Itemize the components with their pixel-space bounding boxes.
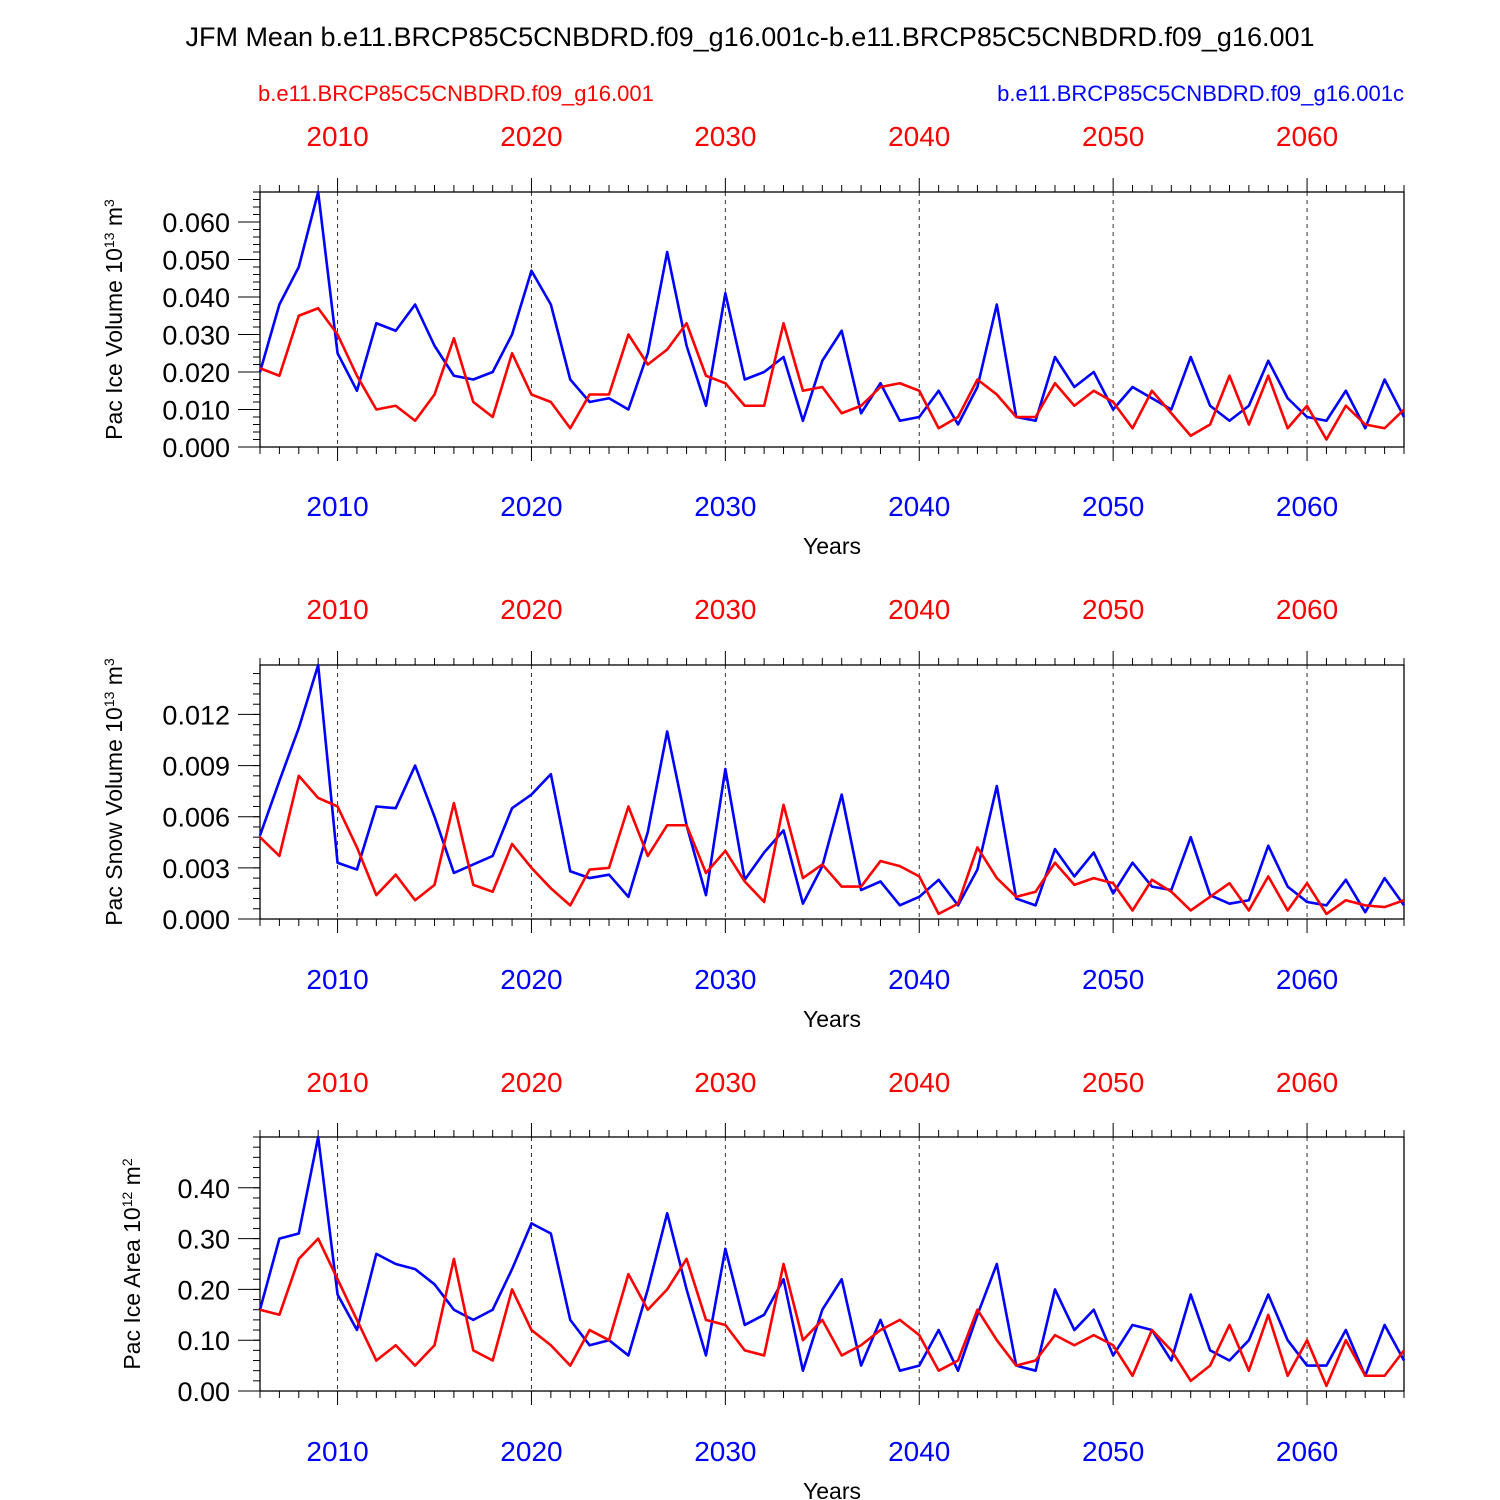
series-line-red — [259, 774, 1405, 916]
x-tick-label-bottom: 2020 — [500, 964, 562, 995]
x-tick-label-top: 2010 — [306, 594, 368, 625]
y-axis-label-part: m — [119, 1166, 145, 1192]
x-tick-label-bottom: 2030 — [694, 1436, 756, 1467]
y-axis-label-part: Pac Ice Volume 10 — [101, 248, 127, 440]
x-tick-label-bottom: 2030 — [694, 491, 756, 522]
y-axis-label: Pac Ice Area 1012 m2 — [119, 1158, 145, 1370]
x-tick-label-bottom: 2010 — [306, 1436, 368, 1467]
y-axis-label-superscript: 3 — [101, 658, 117, 666]
y-axis-label-superscript: 12 — [119, 1191, 135, 1207]
x-tick-label-top: 2060 — [1276, 121, 1338, 152]
y-tick-label: 0.003 — [162, 854, 230, 884]
x-tick-label-top: 2040 — [888, 121, 950, 152]
x-tick-label-bottom: 2050 — [1082, 1436, 1144, 1467]
x-tick-label-top: 2020 — [500, 121, 562, 152]
y-tick-label: 0.040 — [162, 283, 230, 313]
y-axis-label: Pac Ice Volume 1013 m3 — [101, 199, 127, 440]
legend-blue-label: b.e11.BRCP85C5CNBDRD.f09_g16.001c — [997, 81, 1404, 106]
x-axis-label: Years — [803, 1478, 861, 1500]
x-tick-label-bottom: 2050 — [1082, 964, 1144, 995]
y-tick-label: 0.010 — [162, 396, 230, 426]
chart-panel-2: 0.000 0.003 0.006 0.009 0.012 2010 2010 2020 202… — [101, 594, 1406, 1032]
x-tick-label-top: 2060 — [1276, 594, 1338, 625]
x-tick-label-top: 2030 — [694, 1067, 756, 1098]
y-tick-label: 0.030 — [162, 321, 230, 351]
x-tick-label-bottom: 2010 — [306, 964, 368, 995]
chart-panel-1: 0.000 0.010 0.020 0.030 0.040 0.050 0.060 2010 2… — [101, 121, 1406, 559]
x-tick-label-bottom: 2040 — [888, 491, 950, 522]
y-tick-label: 0.050 — [162, 246, 230, 276]
y-axis-label-superscript: 13 — [101, 232, 117, 248]
series-line-blue — [258, 1135, 1406, 1378]
y-tick-label: 0.006 — [162, 803, 230, 833]
x-tick-label-bottom: 2010 — [306, 491, 368, 522]
x-tick-label-top: 2030 — [694, 594, 756, 625]
series-line-red — [259, 1237, 1406, 1388]
x-tick-label-bottom: 2060 — [1276, 964, 1338, 995]
x-tick-label-top: 2010 — [306, 1067, 368, 1098]
x-tick-label-top: 2020 — [500, 594, 562, 625]
y-axis-label-part: m — [101, 207, 127, 233]
x-tick-label-bottom: 2040 — [888, 1436, 950, 1467]
plot-frame — [259, 664, 1405, 920]
y-tick-label: 0.10 — [177, 1326, 230, 1356]
x-axis-label: Years — [803, 1006, 861, 1032]
y-axis-label: Pac Snow Volume 1013 m3 — [101, 658, 127, 926]
y-tick-label: 0.000 — [162, 433, 230, 463]
plot-frame — [259, 1136, 1405, 1392]
x-tick-label-top: 2040 — [888, 594, 950, 625]
y-tick-label: 0.20 — [177, 1275, 230, 1305]
y-tick-label: 0.000 — [162, 905, 230, 935]
x-tick-label-top: 2050 — [1082, 1067, 1144, 1098]
chart-panel-3: 0.00 0.10 0.20 0.30 0.40 2010 2010 2020 2020 2030… — [119, 1067, 1406, 1500]
series-line-red — [259, 306, 1405, 441]
y-tick-label: 0.40 — [177, 1174, 230, 1204]
y-axis-label-part: Pac Ice Area 10 — [119, 1207, 145, 1369]
y-tick-label: 0.00 — [177, 1377, 230, 1407]
x-tick-label-bottom: 2020 — [500, 1436, 562, 1467]
y-axis-label-superscript: 13 — [101, 691, 117, 707]
x-axis-label: Years — [803, 533, 861, 559]
y-axis-label-superscript: 3 — [101, 199, 117, 207]
x-tick-label-bottom: 2060 — [1276, 491, 1338, 522]
x-tick-label-top: 2060 — [1276, 1067, 1338, 1098]
x-tick-label-bottom: 2050 — [1082, 491, 1144, 522]
y-tick-label: 0.060 — [162, 208, 230, 238]
y-axis-label-part: Pac Snow Volume 10 — [101, 707, 127, 926]
x-tick-label-top: 2040 — [888, 1067, 950, 1098]
x-tick-label-bottom: 2060 — [1276, 1436, 1338, 1467]
x-tick-label-bottom: 2030 — [694, 964, 756, 995]
y-tick-label: 0.020 — [162, 358, 230, 388]
x-tick-label-top: 2020 — [500, 1067, 562, 1098]
figure-title: JFM Mean b.e11.BRCP85C5CNBDRD.f09_g16.00… — [185, 22, 1314, 52]
x-tick-label-bottom: 2040 — [888, 964, 950, 995]
y-tick-label: 0.009 — [162, 752, 230, 782]
x-tick-label-top: 2010 — [306, 121, 368, 152]
legend-red-label: b.e11.BRCP85C5CNBDRD.f09_g16.001 — [258, 81, 654, 106]
x-tick-label-top: 2050 — [1082, 594, 1144, 625]
series-line-blue — [258, 663, 1406, 914]
y-tick-label: 0.012 — [162, 700, 230, 730]
y-axis-label-part: m — [101, 666, 127, 692]
x-tick-label-top: 2030 — [694, 121, 756, 152]
x-tick-label-top: 2050 — [1082, 121, 1144, 152]
plot-frame — [259, 191, 1405, 448]
y-tick-label: 0.30 — [177, 1225, 230, 1255]
x-tick-label-bottom: 2020 — [500, 491, 562, 522]
y-axis-label-superscript: 2 — [119, 1158, 135, 1166]
series-line-blue — [258, 190, 1406, 430]
